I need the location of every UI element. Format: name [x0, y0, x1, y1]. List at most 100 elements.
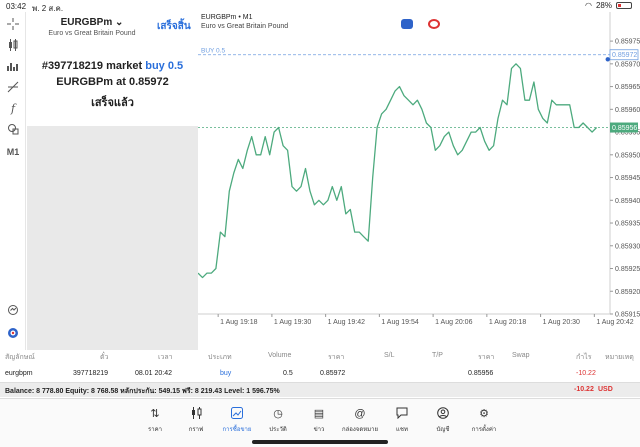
x-tick-label: 1 Aug 19:42 [328, 319, 365, 326]
x-tick-label: 1 Aug 19:30 [274, 319, 311, 326]
done-button[interactable]: เสร็จสิ้น [157, 21, 191, 32]
header-volume: Volume [268, 352, 292, 359]
buy-price-tag: 0.85972 [612, 52, 637, 59]
indicators-icon[interactable] [5, 58, 21, 74]
header-time: เวลา [158, 354, 173, 361]
panel-symbol-label: EURGBPm [60, 17, 113, 28]
y-tick-label: 0.85955 [615, 130, 640, 137]
order-action-text: buy 0.5 [145, 60, 184, 72]
y-tick-label: 0.85965 [615, 84, 640, 91]
settings-icon: ⚙ [479, 408, 489, 420]
nav-account[interactable]: บัญชี [423, 407, 463, 434]
chat-icon [382, 407, 422, 421]
candles-icon[interactable] [5, 37, 21, 53]
header-sl: S/L [384, 352, 395, 359]
one-click-trading-icon[interactable] [5, 325, 21, 341]
nav-trade-label: การซื้อขาย [222, 427, 252, 433]
header-open-price: ราคา [328, 354, 345, 361]
function-icon[interactable]: f [10, 101, 16, 115]
nav-chat[interactable]: แชท [382, 407, 422, 434]
y-tick-label: 0.85950 [615, 152, 640, 159]
one-click-icon[interactable] [428, 19, 440, 29]
nav-chart[interactable]: กราฟ [176, 407, 216, 434]
order-result-header: EURGBPm ⌄ Euro vs Great Britain Pound เส… [27, 12, 198, 126]
status-right: ◠ 28% [585, 1, 632, 10]
header-tp: T/P [432, 352, 443, 359]
timeframe-button[interactable]: M1 [6, 147, 20, 157]
battery-icon [616, 2, 632, 9]
objects-icon[interactable] [5, 79, 21, 95]
home-indicator [252, 440, 388, 444]
y-tick-label: 0.85920 [615, 289, 640, 296]
nav-account-label: บัญชี [436, 427, 450, 433]
balance-bar: Balance: 8 778.80 Equity: 8 768.58 หลักป… [0, 382, 640, 397]
y-tick-label: 0.85925 [615, 266, 640, 273]
chart-symbol: EURGBPm • M1 [201, 14, 253, 21]
y-tick-label: 0.85945 [615, 175, 640, 182]
buy-price-tag-bg [609, 49, 639, 61]
nav-news[interactable]: ▤ ข่าว [299, 407, 339, 434]
chart-svg[interactable]: 0.859750.859700.859650.859600.859550.859… [198, 12, 640, 350]
nav-quotes-label: ราคา [148, 427, 162, 433]
balance-summary: Balance: 8 778.80 Equity: 8 768.58 หลักป… [5, 388, 280, 395]
order-result-status: เสร็จแล้ว [91, 97, 134, 109]
crosshair-icon[interactable] [5, 16, 21, 32]
x-tick-label: 1 Aug 20:06 [435, 319, 472, 326]
y-tick-label: 0.85960 [615, 107, 640, 114]
order-result-line-2: EURGBPm at 0.85972 [27, 76, 198, 88]
row-symbol: eurgbpm [5, 370, 33, 377]
trade-levels-icon[interactable] [401, 19, 413, 29]
x-tick-label: 1 Aug 20:30 [543, 319, 580, 326]
nav-history-label: ประวัติ [269, 427, 287, 433]
panel-empty-area [27, 126, 198, 350]
chevron-down-icon: ⌄ [115, 17, 124, 28]
header-profit: กำไร [576, 354, 592, 361]
nav-settings[interactable]: ⚙ การตั้งค่า [464, 407, 504, 434]
search-icon[interactable] [5, 302, 21, 318]
header-ticket: ตั๋ว [100, 354, 109, 361]
bid-price-tag-bg [610, 122, 638, 133]
battery-percent: 28% [595, 1, 612, 10]
chart-icon [176, 407, 216, 421]
order-ticket-text: #397718219 market [41, 60, 143, 72]
x-tick-label: 1 Aug 19:18 [220, 319, 257, 326]
nav-settings-label: การตั้งค่า [471, 427, 497, 433]
nav-news-label: ข่าว [313, 427, 325, 433]
nav-history[interactable]: ◷ ประวัติ [258, 407, 298, 434]
row-current-price: 0.85956 [468, 370, 494, 377]
quotes-icon: ⇅ [150, 408, 160, 420]
header-comment: หมายเหตุ [605, 354, 634, 361]
account-icon [423, 407, 463, 421]
panel-symbol-description: Euro vs Great Britain Pound [48, 30, 136, 37]
y-tick-label: 0.85970 [615, 61, 640, 68]
nav-mailbox[interactable]: @ กล่องจดหมาย [340, 407, 380, 434]
shapes-icon[interactable] [5, 121, 21, 137]
news-icon: ▤ [313, 408, 325, 420]
row-volume: 0.5 [283, 370, 293, 377]
header-current-price: ราคา [478, 354, 495, 361]
order-price-text: 0.85972 [128, 76, 169, 88]
y-tick-label: 0.85915 [615, 312, 640, 319]
status-time: 03:42 [6, 2, 27, 11]
total-profit: -10.22 [574, 386, 594, 393]
x-tick-label: 1 Aug 20:42 [596, 319, 633, 326]
y-tick-label: 0.85935 [615, 221, 640, 228]
row-ticket: 397718219 [73, 370, 109, 377]
y-tick-label: 0.85975 [615, 39, 640, 46]
nav-trade[interactable]: การซื้อขาย [217, 407, 257, 434]
price-chart[interactable]: 0.85975 0.85970 0.85965 0.85960 0.85955 0.859… [198, 12, 640, 350]
chart-toolbar: f M1 [0, 12, 26, 350]
x-tick-label: 1 Aug 19:54 [381, 319, 418, 326]
chart-symbol-description: Euro vs Great Britain Pound [201, 23, 289, 30]
nav-quotes[interactable]: ⇅ ราคา [135, 407, 175, 434]
y-tick-label: 0.85930 [615, 243, 640, 250]
header-symbol: สัญลักษณ์ [5, 354, 35, 361]
order-result-line-1: #397718219 market buy 0.5 [27, 60, 198, 72]
bid-price-tag: 0.85956 [612, 125, 637, 132]
header-swap: Swap [512, 352, 530, 359]
order-result-panel: EURGBPm ⌄ Euro vs Great Britain Pound เส… [27, 12, 198, 350]
wifi-icon: ◠ [585, 1, 592, 10]
panel-symbol[interactable]: EURGBPm ⌄ [27, 17, 157, 28]
buy-level-label: BUY 0.5 [201, 48, 225, 55]
nav-chart-label: กราฟ [188, 427, 204, 433]
